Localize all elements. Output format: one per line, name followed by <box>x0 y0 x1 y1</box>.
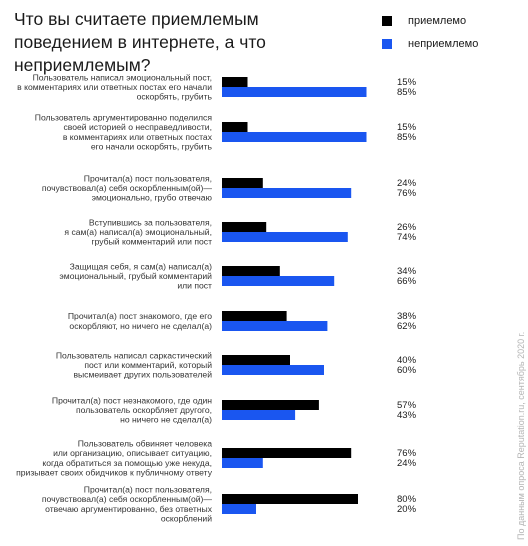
legend-swatch-acceptable <box>382 16 392 26</box>
category-group: Прочитал(а) пост знакомого, где его оскор… <box>68 311 417 332</box>
value-label-unacceptable: 85% <box>397 87 417 98</box>
bar-acceptable <box>222 178 263 188</box>
value-label-acceptable: 34% <box>397 266 417 277</box>
value-label-acceptable: 15% <box>397 77 417 88</box>
value-label-unacceptable: 24% <box>397 458 417 469</box>
bar-unacceptable <box>222 132 367 142</box>
bar-acceptable <box>222 355 290 365</box>
value-label-acceptable: 76% <box>397 448 417 459</box>
category-label: Защищая себя, я сам(а) написал(а) эмоцион… <box>59 261 212 290</box>
chart-title: Что вы считаете приемлемым поведением в … <box>14 9 266 75</box>
bar-unacceptable <box>222 458 263 468</box>
value-label-unacceptable: 20% <box>397 504 417 515</box>
category-label: Прочитал(а) пост пользователя, почувствов… <box>42 173 213 202</box>
legend-label-acceptable: приемлемо <box>408 15 467 27</box>
category-group: Прочитал(а) пост пользователя, почувствов… <box>42 173 417 202</box>
bar-unacceptable <box>222 232 348 242</box>
category-label: Прочитал(а) пост незнакомого, где один по… <box>52 395 212 424</box>
category-group: Пользователь аргументированно поделился с… <box>35 113 417 152</box>
bar-unacceptable <box>222 188 352 198</box>
category-label: Пользователь написал саркастический пост … <box>56 350 212 379</box>
category-group: Пользователь написал саркастический пост … <box>56 350 417 379</box>
legend-swatch-unacceptable <box>382 39 392 49</box>
value-label-acceptable: 15% <box>397 122 417 133</box>
category-group: Пользователь написал эмоциональный пост,… <box>17 72 416 101</box>
source-note: По данным опроса Reputation.ru, сентябрь… <box>516 331 526 540</box>
bar-acceptable <box>222 311 287 321</box>
value-label-acceptable: 38% <box>397 311 417 322</box>
bar-acceptable <box>222 400 319 410</box>
bar-acceptable <box>222 77 248 87</box>
value-label-unacceptable: 66% <box>397 276 417 287</box>
value-label-unacceptable: 43% <box>397 410 417 421</box>
category-group: Прочитал(а) пост пользователя, почувствов… <box>42 485 417 524</box>
bar-acceptable <box>222 122 248 132</box>
bar-acceptable <box>222 266 280 276</box>
bar-unacceptable <box>222 276 335 286</box>
category-group: Пользователь обвиняет человека или органи… <box>16 439 416 478</box>
category-label: Пользователь аргументированно поделился с… <box>35 113 213 152</box>
value-label-unacceptable: 76% <box>397 188 417 199</box>
bar-acceptable <box>222 222 267 232</box>
bar-unacceptable <box>222 87 367 97</box>
category-group: Защищая себя, я сам(а) написал(а) эмоцион… <box>59 261 416 290</box>
category-label: Прочитал(а) пост пользователя, почувствов… <box>42 485 213 524</box>
category-label: Пользователь обвиняет человека или органи… <box>16 439 213 478</box>
category-label: Пользователь написал эмоциональный пост,… <box>17 72 212 101</box>
legend-label-unacceptable: неприемлемо <box>408 38 479 50</box>
value-label-unacceptable: 85% <box>397 132 417 143</box>
value-label-acceptable: 40% <box>397 355 417 366</box>
category-label: Вступившись за пользователя, я сам(а) нап… <box>64 217 212 246</box>
bar-unacceptable <box>222 410 296 420</box>
category-label: Прочитал(а) пост знакомого, где его оскор… <box>68 311 212 331</box>
bar-unacceptable <box>222 504 256 514</box>
value-label-acceptable: 80% <box>397 494 417 505</box>
bar-acceptable <box>222 448 352 458</box>
value-label-unacceptable: 74% <box>397 232 417 243</box>
value-label-unacceptable: 60% <box>397 365 417 376</box>
value-label-acceptable: 24% <box>397 178 417 189</box>
value-label-unacceptable: 62% <box>397 321 417 332</box>
category-group: Вступившись за пользователя, я сам(а) нап… <box>64 217 416 246</box>
bar-unacceptable <box>222 365 324 375</box>
bar-acceptable <box>222 494 358 504</box>
value-label-acceptable: 26% <box>397 222 417 233</box>
value-label-acceptable: 57% <box>397 400 417 411</box>
category-group: Прочитал(а) пост незнакомого, где один по… <box>52 395 417 424</box>
bar-unacceptable <box>222 321 328 331</box>
